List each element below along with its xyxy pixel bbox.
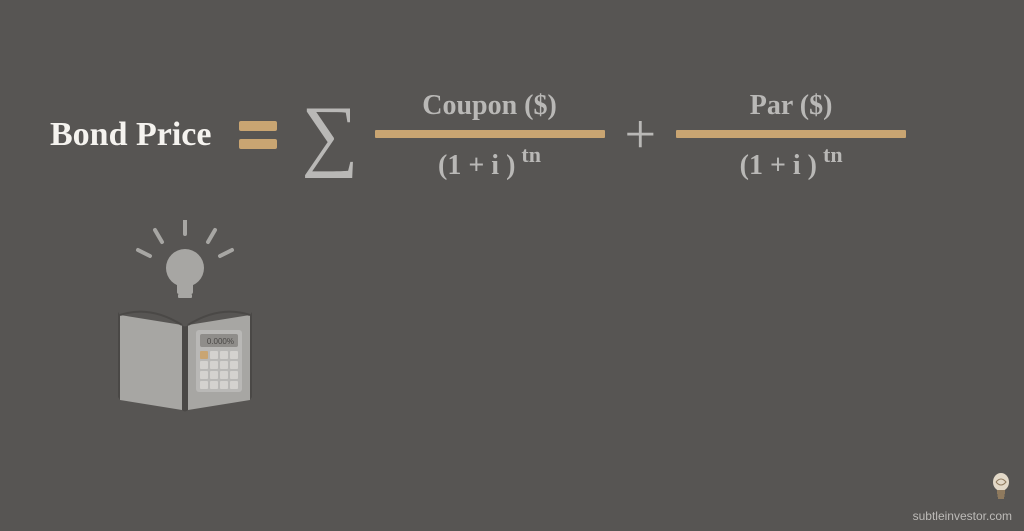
plus-symbol: + — [625, 107, 657, 163]
calculator-icon: 0.000% — [196, 330, 242, 392]
term2-denominator: (1 + i ) tn — [740, 138, 843, 180]
term1-denominator: (1 + i ) tn — [438, 138, 541, 180]
fraction-line-1 — [375, 130, 605, 138]
term2-numerator: Par ($) — [750, 90, 833, 130]
lightbulb-icon — [166, 249, 204, 298]
equals-sign — [239, 121, 277, 149]
formula-lhs: Bond Price — [50, 116, 211, 154]
equals-bar-top — [239, 121, 277, 131]
equals-bar-bottom — [239, 139, 277, 149]
infographic-canvas: Bond Price ∑ Coupon ($) (1 + i ) tn + Pa… — [0, 0, 1024, 531]
term2-denom-base: (1 + i ) — [740, 152, 817, 180]
book-calculator-illustration: 0.000% — [100, 220, 270, 420]
term1-denom-base: (1 + i ) — [438, 152, 515, 180]
term2-denom-exponent: tn — [823, 144, 843, 166]
fraction-term-1: Coupon ($) (1 + i ) tn — [375, 90, 605, 180]
calculator-display: 0.000% — [207, 337, 234, 346]
term1-denom-exponent: tn — [521, 144, 541, 166]
watermark-bulb-icon — [913, 472, 1012, 507]
fraction-term-2: Par ($) (1 + i ) tn — [676, 90, 906, 180]
bond-price-formula: Bond Price ∑ Coupon ($) (1 + i ) tn + Pa… — [50, 90, 1004, 180]
illustration-svg: 0.000% — [100, 220, 270, 420]
fraction-line-2 — [676, 130, 906, 138]
watermark-site-text: subtleinvestor.com — [913, 509, 1012, 523]
watermark: subtleinvestor.com — [913, 472, 1012, 523]
term1-numerator: Coupon ($) — [422, 90, 557, 130]
sigma-symbol: ∑ — [301, 95, 358, 175]
